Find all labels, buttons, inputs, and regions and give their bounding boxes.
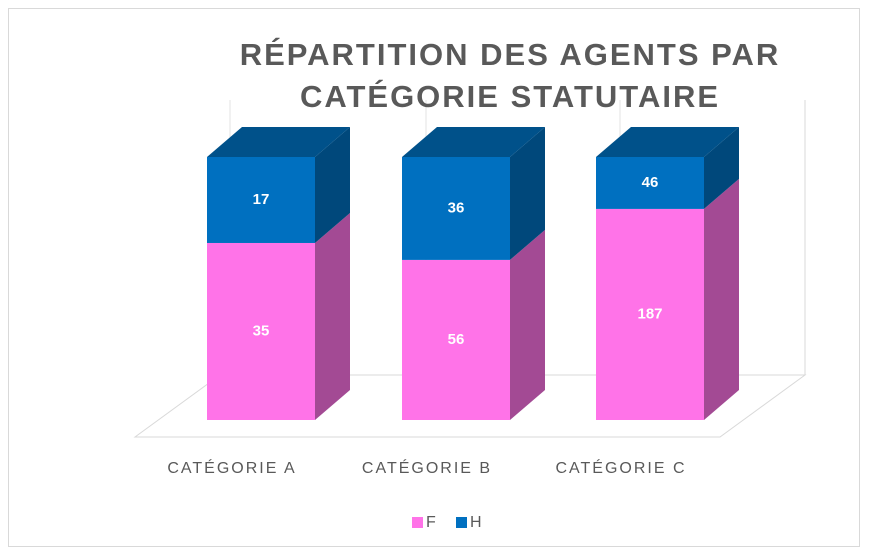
x-tick-label: CATÉGORIE C <box>555 458 686 477</box>
data-label: 36 <box>448 199 465 216</box>
legend-label: H <box>470 514 482 531</box>
bar <box>596 208 704 420</box>
bar-top <box>596 127 739 157</box>
bar <box>402 157 510 260</box>
bar-side <box>315 212 350 420</box>
bar <box>596 157 704 209</box>
bar-side <box>510 229 545 420</box>
legend-swatch <box>456 517 467 528</box>
legend-label: F <box>426 514 436 531</box>
chart-title: RÉPARTITION DES AGENTS PAR CATÉGORIE STA… <box>239 37 781 114</box>
bar <box>207 157 315 243</box>
data-label: 46 <box>642 174 659 191</box>
bar <box>402 259 510 420</box>
data-label: 17 <box>253 191 270 208</box>
legend-swatch <box>412 517 423 528</box>
bar-top <box>402 127 545 157</box>
bar-side <box>510 127 545 260</box>
x-tick-label: CATÉGORIE B <box>362 458 492 477</box>
data-label: 35 <box>253 322 270 339</box>
bar-side <box>704 178 739 420</box>
x-tick-label: CATÉGORIE A <box>167 458 296 477</box>
data-label: 56 <box>448 331 465 348</box>
bar <box>207 242 315 420</box>
bar-side <box>704 127 739 209</box>
bar-top <box>207 127 350 157</box>
bar-side <box>315 127 350 243</box>
data-label: 187 <box>637 305 662 322</box>
